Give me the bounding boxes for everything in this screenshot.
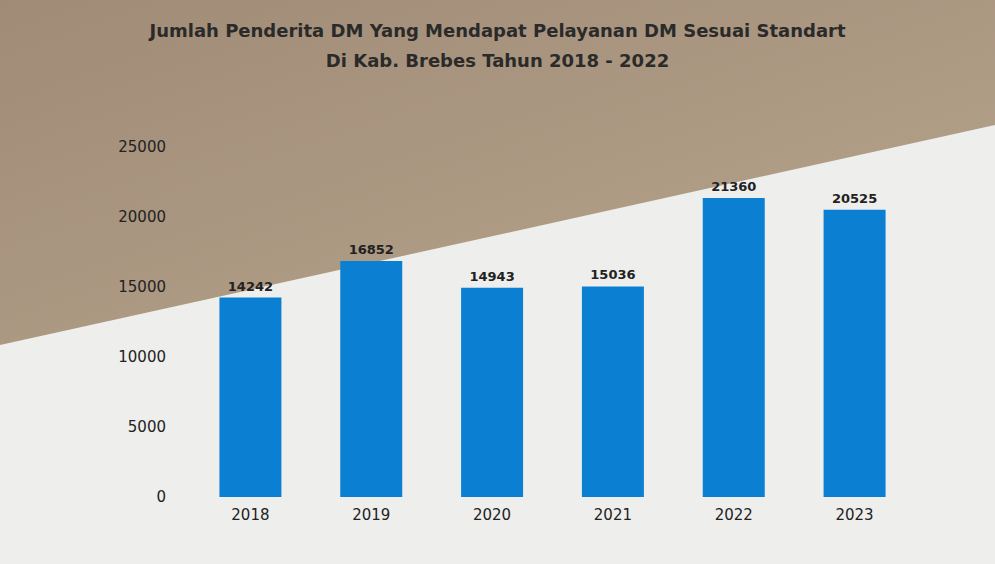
svg-text:20525: 20525 bbox=[832, 191, 877, 206]
svg-text:14242: 14242 bbox=[228, 279, 273, 294]
svg-text:Di Kab. Brebes Tahun 2018 - 20: Di Kab. Brebes Tahun 2018 - 2022 bbox=[326, 50, 669, 71]
svg-text:0: 0 bbox=[156, 488, 166, 506]
svg-text:16852: 16852 bbox=[349, 242, 394, 257]
svg-text:15000: 15000 bbox=[118, 278, 166, 296]
svg-text:21360: 21360 bbox=[711, 179, 756, 194]
svg-text:15036: 15036 bbox=[590, 267, 635, 282]
svg-text:2018: 2018 bbox=[231, 506, 269, 524]
svg-text:5000: 5000 bbox=[128, 418, 166, 436]
svg-text:Jumlah Penderita DM Yang Menda: Jumlah Penderita DM Yang Mendapat Pelaya… bbox=[147, 20, 845, 41]
svg-text:2019: 2019 bbox=[352, 506, 390, 524]
svg-text:2023: 2023 bbox=[835, 506, 873, 524]
svg-text:25000: 25000 bbox=[118, 138, 166, 156]
svg-text:2022: 2022 bbox=[715, 506, 753, 524]
svg-text:14943: 14943 bbox=[469, 269, 514, 284]
svg-text:2020: 2020 bbox=[473, 506, 511, 524]
svg-text:10000: 10000 bbox=[118, 348, 166, 366]
svg-text:20000: 20000 bbox=[118, 208, 166, 226]
svg-text:2021: 2021 bbox=[594, 506, 632, 524]
